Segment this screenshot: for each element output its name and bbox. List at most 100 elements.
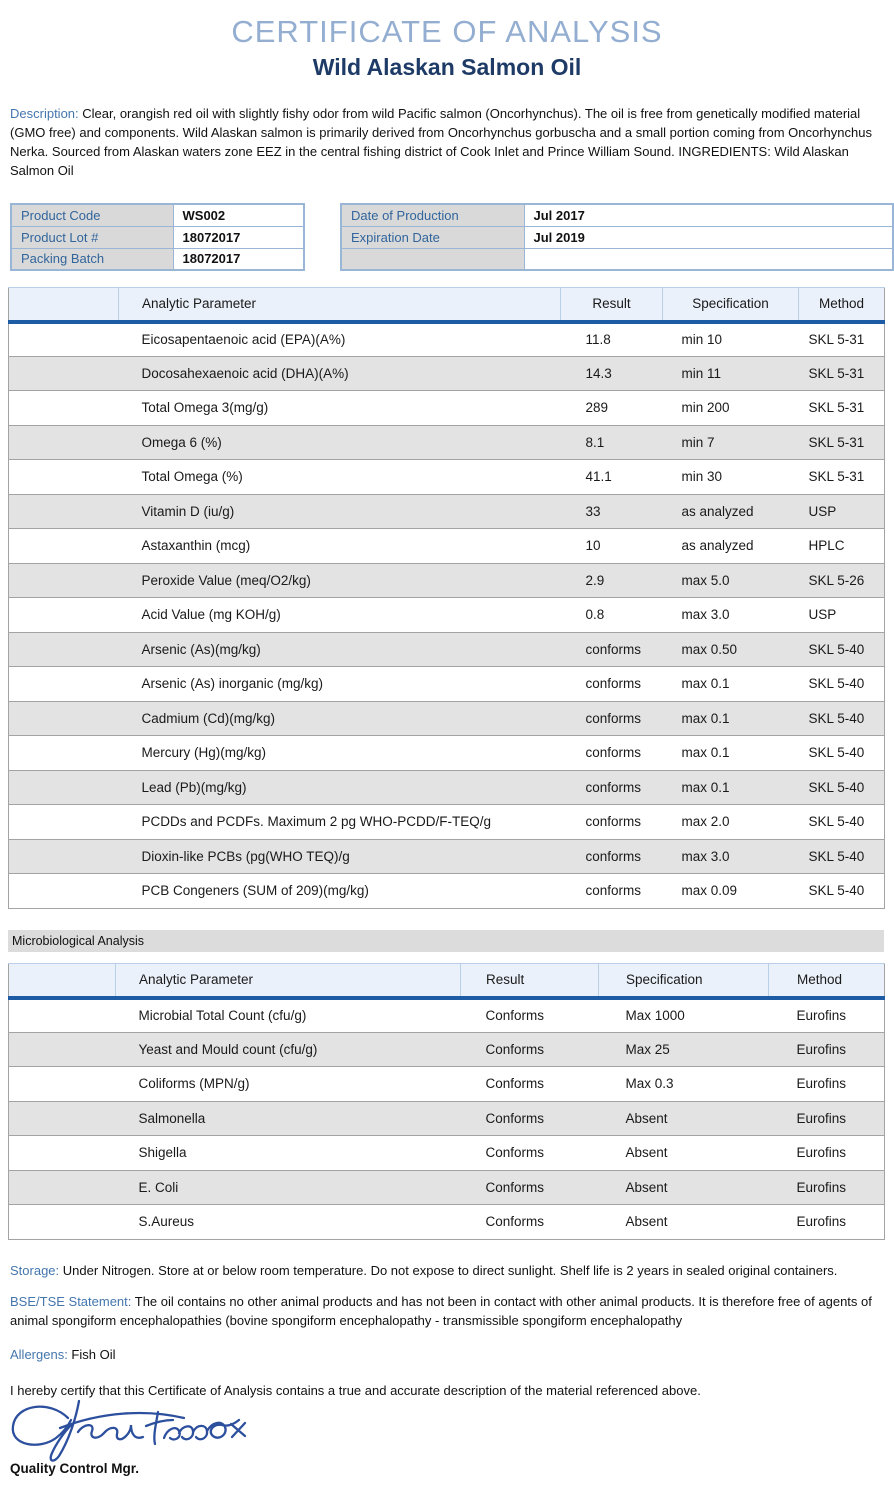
spec-cell: Absent (598, 1204, 769, 1239)
table-row: Lead (Pb)(mg/kg) conforms max 0.1 SKL 5-40 (8, 769, 885, 805)
product-info-row: Expiration Date Jul 2019 (340, 225, 894, 249)
info-value-cell: Jul 2019 (523, 225, 894, 249)
spec-cell: min 200 (662, 390, 799, 425)
storage-statement: Storage: Under Nitrogen. Store at or bel… (10, 1261, 886, 1280)
method-cell: SKL 5-26 (798, 562, 885, 598)
row-lead-cell (8, 493, 119, 529)
method-cell: HPLC (798, 528, 885, 563)
param-cell: Vitamin D (iu/g) (118, 493, 561, 529)
param-cell: Coliforms (MPN/g) (115, 1066, 461, 1101)
method-cell: USP (798, 597, 885, 632)
result-cell: 41.1 (560, 459, 663, 494)
row-lead-cell (8, 769, 119, 805)
table-row: Acid Value (mg KOH/g) 0.8 max 3.0 USP (8, 597, 885, 632)
table-row: Mercury (Hg)(mg/kg) conforms max 0.1 SKL 5-… (8, 735, 885, 770)
row-lead-cell (8, 804, 119, 839)
header-lead-cell (8, 287, 119, 324)
spec-cell: max 0.1 (662, 769, 799, 805)
param-cell: Arsenic (As) inorganic (mg/kg) (118, 666, 561, 701)
result-cell: conforms (560, 769, 663, 805)
param-cell: Eicosapentaenoic acid (EPA)(A%) (118, 321, 561, 356)
info-value-cell: WS002 (172, 203, 305, 227)
table-row: Peroxide Value (meq/O2/kg) 2.9 max 5.0 SKL … (8, 562, 885, 598)
method-cell: SKL 5-40 (798, 769, 885, 805)
table-row: Eicosapentaenoic acid (EPA)(A%) 11.8 min 1… (8, 321, 885, 356)
table-row: Arsenic (As)(mg/kg) conforms max 0.50 SKL 5… (8, 631, 885, 667)
result-cell: Conforms (460, 1031, 599, 1067)
row-lead-cell (8, 1066, 116, 1101)
description-paragraph: Description: Clear, orangish red oil wit… (10, 104, 886, 180)
table-row: Arsenic (As) inorganic (mg/kg) conforms ma… (8, 666, 885, 701)
method-cell: Eurofins (768, 1031, 885, 1067)
spec-cell: max 0.1 (662, 700, 799, 736)
param-cell: Salmonella (115, 1100, 461, 1136)
allergens-statement: Allergens: Fish Oil (10, 1345, 886, 1364)
param-cell: E. Coli (115, 1169, 461, 1205)
result-cell: Conforms (460, 1066, 599, 1101)
result-cell: 33 (560, 493, 663, 529)
spec-cell: Absent (598, 1100, 769, 1136)
result-cell: 0.8 (560, 597, 663, 632)
header-specification: Specification (662, 287, 799, 324)
table-row: E. Coli Conforms Absent Eurofins (8, 1169, 885, 1205)
signature-image (11, 1399, 247, 1462)
header-specification: Specification (598, 963, 769, 1000)
param-cell: Cadmium (Cd)(mg/kg) (118, 700, 561, 736)
method-cell: Eurofins (768, 1100, 885, 1136)
result-cell: conforms (560, 700, 663, 736)
method-cell: SKL 5-40 (798, 873, 885, 908)
info-label-cell: Expiration Date (340, 225, 525, 249)
certify-statement: I hereby certify that this Certificate o… (10, 1383, 701, 1398)
spec-cell: max 0.09 (662, 873, 799, 908)
method-cell: SKL 5-40 (798, 804, 885, 839)
spec-cell: max 2.0 (662, 804, 799, 839)
result-cell: 8.1 (560, 424, 663, 460)
page-subtitle: Wild Alaskan Salmon Oil (312, 54, 582, 80)
result-cell: conforms (560, 631, 663, 667)
table-row: PCDDs and PCDFs. Maximum 2 pg WHO-PCDD/F… (8, 804, 885, 839)
spec-cell: min 7 (662, 424, 799, 460)
table-row: Total Omega 3(mg/g) 289 min 200 SKL 5-31 (8, 390, 885, 425)
micro-table-header-row: Analytic Parameter Result Specification … (8, 963, 885, 1000)
header-analytic-parameter: Analytic Parameter (118, 287, 561, 324)
result-cell: conforms (560, 804, 663, 839)
row-lead-cell (8, 321, 119, 356)
page-title: CERTIFICATE OF ANALYSIS (231, 14, 663, 49)
row-lead-cell (8, 1135, 116, 1170)
param-cell: S.Aureus (115, 1204, 461, 1239)
spec-cell: min 10 (662, 321, 799, 356)
result-cell: 289 (560, 390, 663, 425)
method-cell: SKL 5-31 (798, 390, 885, 425)
spec-cell: max 0.50 (662, 631, 799, 667)
param-cell: Acid Value (mg KOH/g) (118, 597, 561, 632)
header-method: Method (768, 963, 885, 1000)
product-info-row: Product Code WS002 (10, 203, 305, 227)
table-row: Coliforms (MPN/g) Conforms Max 0.3 Eurofins (8, 1066, 885, 1101)
row-lead-cell (8, 631, 119, 667)
row-lead-cell (8, 1100, 116, 1136)
description-text: Clear, orangish red oil with slightly fi… (10, 106, 872, 178)
method-cell: SKL 5-40 (798, 735, 885, 770)
spec-cell: Max 25 (598, 1031, 769, 1067)
result-cell: 11.8 (560, 321, 663, 356)
info-value-cell: Jul 2017 (523, 203, 894, 227)
product-info-table-right: Date of Production Jul 2017 Expiration Dat… (340, 203, 894, 271)
param-cell: Mercury (Hg)(mg/kg) (118, 735, 561, 770)
param-cell: Omega 6 (%) (118, 424, 561, 460)
row-lead-cell (8, 700, 119, 736)
param-cell: Shigella (115, 1135, 461, 1170)
result-cell: Conforms (460, 1204, 599, 1239)
row-lead-cell (8, 355, 119, 391)
product-info-row (340, 247, 894, 271)
method-cell: SKL 5-40 (798, 700, 885, 736)
param-cell: Arsenic (As)(mg/kg) (118, 631, 561, 667)
result-cell: 14.3 (560, 355, 663, 391)
spec-cell: max 5.0 (662, 562, 799, 598)
param-cell: PCB Congeners (SUM of 209)(mg/kg) (118, 873, 561, 908)
header-lead-cell (8, 963, 116, 1000)
row-lead-cell (8, 1204, 116, 1239)
micro-section-title: Microbiological Analysis (8, 930, 884, 952)
method-cell: Eurofins (768, 1169, 885, 1205)
table-row: PCB Congeners (SUM of 209)(mg/kg) conform… (8, 873, 885, 908)
